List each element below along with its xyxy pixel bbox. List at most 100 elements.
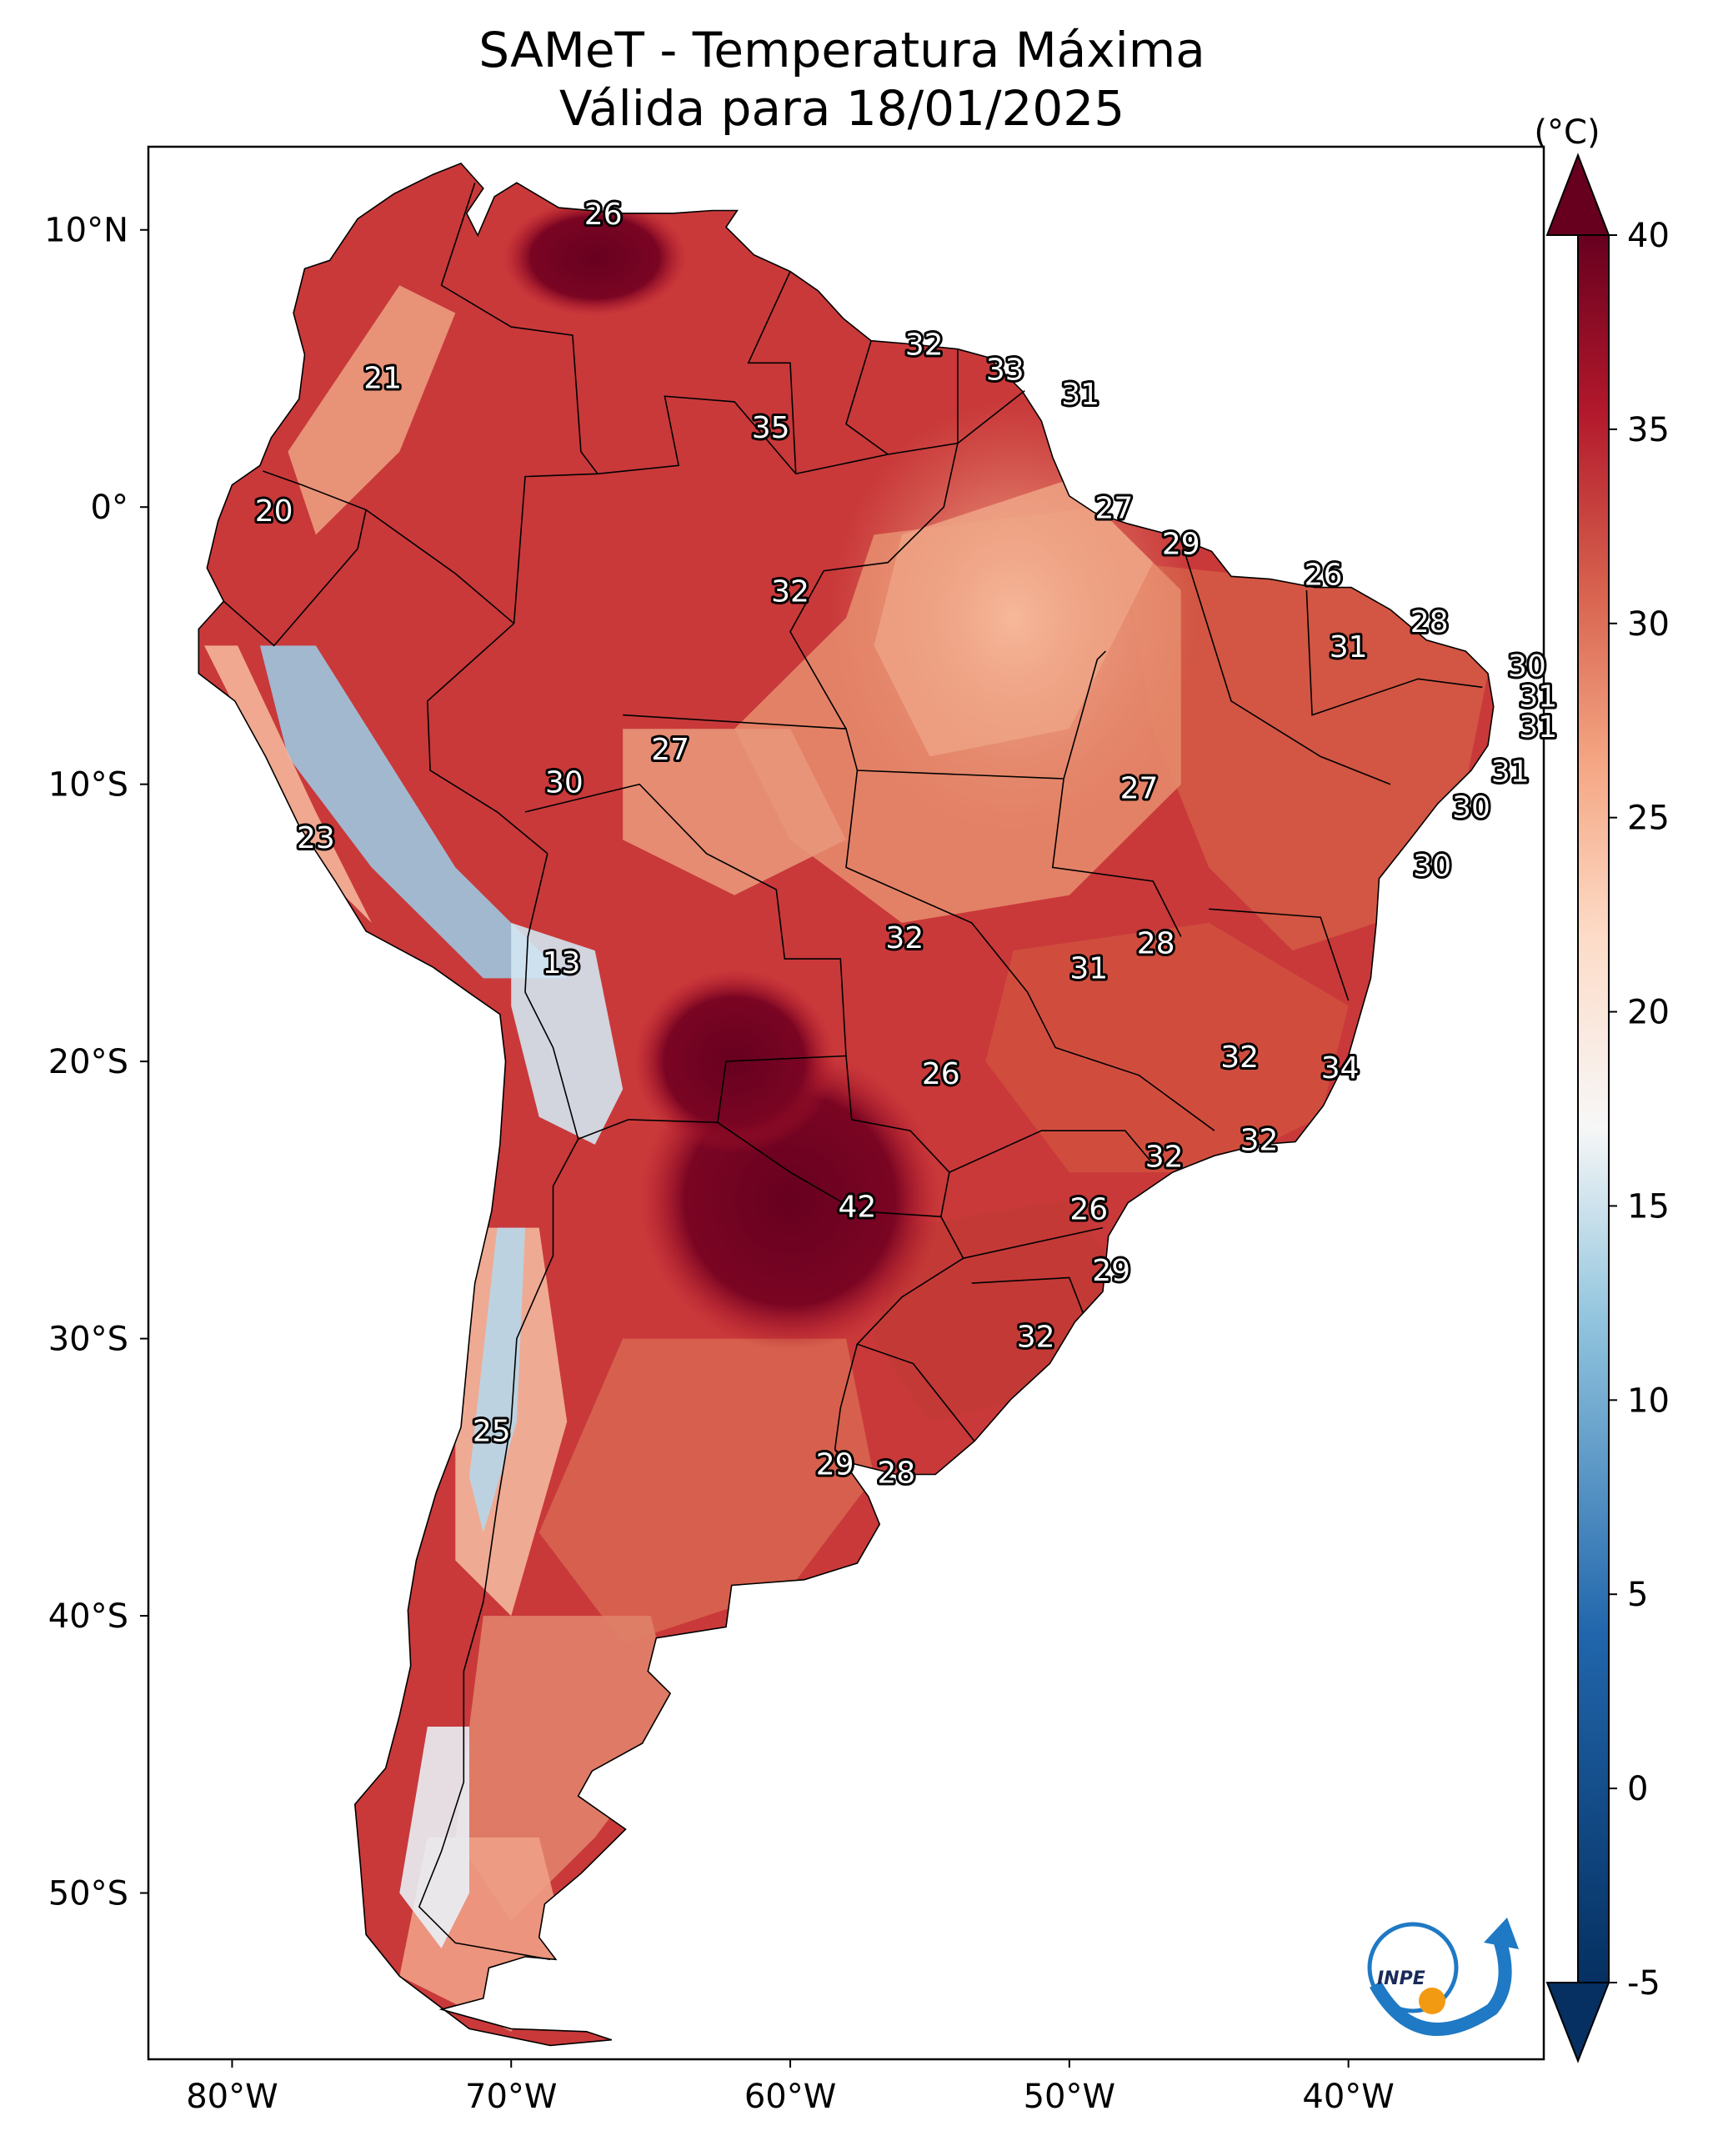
city-value-label: 34 xyxy=(1321,1051,1360,1086)
longitude-tick-label: 70°W xyxy=(465,2078,557,2116)
longitude-tick-label: 80°W xyxy=(186,2078,278,2116)
city-value-label: 33 xyxy=(986,353,1024,387)
colorbar-tick-label: 40 xyxy=(1627,217,1670,255)
city-value-label: 32 xyxy=(1240,1124,1279,1158)
border-chile-argentina xyxy=(418,1138,579,1961)
logo-swoosh-icon xyxy=(1370,1940,1512,2036)
colorbar: (°C) 40 35 30 25 20 15 10 5 0 -5 xyxy=(1534,113,1670,2063)
city-value-label: 28 xyxy=(877,1457,915,1491)
city-value-label: 26 xyxy=(584,198,623,232)
longitude-ticks: 80°W 70°W 60°W 50°W 40°W xyxy=(186,2059,1395,2116)
colorbar-tick-label: 35 xyxy=(1627,411,1670,449)
city-value-label: 29 xyxy=(1092,1254,1130,1288)
city-value-label: 27 xyxy=(1094,492,1133,526)
border-brazil-states-10 xyxy=(963,1226,1104,1259)
city-value-label: 23 xyxy=(297,821,335,855)
border-peru-colombia xyxy=(365,509,515,624)
border-venezuela-guyana xyxy=(747,271,797,474)
city-value-label: 27 xyxy=(651,733,689,767)
city-value-label: 31 xyxy=(1330,630,1368,664)
map-subtitle: Válida para 18/01/2025 xyxy=(559,80,1124,137)
city-value-label: 25 xyxy=(473,1415,511,1449)
border-brazil-states-2 xyxy=(1063,650,1106,780)
longitude-tick-label: 50°W xyxy=(1024,2078,1115,2116)
city-value-label: 32 xyxy=(1145,1141,1184,1175)
latitude-tick-label: 20°S xyxy=(48,1043,128,1081)
city-value-label: 27 xyxy=(1120,771,1159,805)
border-brazil-states-3 xyxy=(1051,778,1182,937)
southeast-brazil-warm xyxy=(985,922,1349,1173)
chile-andes-cool xyxy=(469,1227,525,1533)
colorbar-ticks: 40 35 30 25 20 15 10 5 0 -5 xyxy=(1609,217,1670,2003)
border-bolivia-brazil xyxy=(524,783,847,1056)
city-value-label: 26 xyxy=(922,1057,960,1091)
latitude-tick-label: 10°S xyxy=(48,766,128,805)
latitude-tick-label: 10°N xyxy=(44,212,128,250)
border-bolivia-paraguay xyxy=(717,1055,847,1123)
city-value-label: 32 xyxy=(771,574,809,609)
city-value-label: 31 xyxy=(1519,710,1557,745)
border-brazil-states-5 xyxy=(845,770,1215,1131)
colorbar-tick-label: 10 xyxy=(1627,1381,1670,1420)
city-value-label: 31 xyxy=(1519,680,1557,714)
border-brazil-north xyxy=(513,389,1025,624)
border-paraguay-brazil xyxy=(845,1055,950,1217)
colorbar-tick-label: 25 xyxy=(1627,800,1670,838)
city-value-label: 26 xyxy=(1069,1193,1108,1227)
city-value-label: 30 xyxy=(545,766,584,800)
city-value-label: 30 xyxy=(1508,649,1546,684)
city-value-label: 28 xyxy=(1410,605,1449,639)
border-brazil-states-6 xyxy=(1209,908,1350,1001)
llanos-hot-core xyxy=(503,198,687,316)
colorbar-tick-label: 20 xyxy=(1627,994,1670,1032)
border-uruguay-argentina xyxy=(834,1343,859,1450)
city-value-label: 21 xyxy=(363,361,402,395)
city-value-label: 29 xyxy=(816,1448,854,1482)
city-value-label: 32 xyxy=(885,921,924,955)
city-value-label: 32 xyxy=(1220,1040,1259,1075)
latitude-tick-label: 40°S xyxy=(48,1597,128,1636)
colorbar-gradient xyxy=(1578,235,1609,1983)
city-value-label: 31 xyxy=(1491,755,1530,789)
border-ecuador-peru xyxy=(223,470,368,647)
city-value-label: 26 xyxy=(1305,558,1343,592)
logo-arrow-icon xyxy=(1484,1918,1519,1949)
map-title: SAMeT - Temperatura Máxima xyxy=(478,22,1205,78)
colorbar-unit-label: (°C) xyxy=(1534,113,1600,152)
colorbar-tick-label: -5 xyxy=(1627,1964,1660,2003)
border-brazil-states-11 xyxy=(971,1276,1084,1314)
city-value-label: 35 xyxy=(752,411,790,445)
city-value-label: 29 xyxy=(1162,528,1200,562)
inpe-logo: INPE xyxy=(1367,1918,1519,2036)
border-brazil-states-4 xyxy=(789,443,959,730)
rondonia-mild xyxy=(623,729,846,895)
city-value-label: 42 xyxy=(838,1190,876,1224)
city-value-label: 32 xyxy=(1017,1321,1055,1355)
south-andes-cool xyxy=(399,1727,469,1948)
city-value-label: 28 xyxy=(1137,927,1175,961)
border-brazil-states-1 xyxy=(623,714,1064,780)
argentina-pampa xyxy=(538,1338,874,1644)
land-temperature-field xyxy=(198,162,1495,2047)
border-argentina-north xyxy=(578,1119,941,1218)
colorbar-tick-label: 30 xyxy=(1627,605,1670,644)
northeast-brazil-warm xyxy=(1124,562,1488,951)
longitude-tick-label: 60°W xyxy=(744,2078,836,2116)
latitude-tick-label: 0° xyxy=(91,489,128,527)
logo-sun-icon xyxy=(1419,1988,1445,2014)
coastline xyxy=(198,162,1495,2047)
bolivia-altiplano-cool xyxy=(511,922,624,1145)
city-value-label: 30 xyxy=(1452,791,1490,825)
colorbar-tick-label: 5 xyxy=(1627,1576,1648,1614)
country-borders xyxy=(223,182,1483,1961)
city-value-label: 31 xyxy=(1069,951,1108,985)
peru-andes-cool xyxy=(259,645,568,979)
land-clipped-field xyxy=(204,198,1488,2032)
colorbar-tick-label: 0 xyxy=(1627,1770,1648,1808)
border-brazil-states-7 xyxy=(1180,539,1391,785)
city-value-label: 31 xyxy=(1061,378,1099,412)
latitude-tick-label: 30°S xyxy=(48,1321,128,1359)
border-brazil-states-9 xyxy=(949,1130,1154,1173)
colombia-andes-light xyxy=(288,285,456,535)
